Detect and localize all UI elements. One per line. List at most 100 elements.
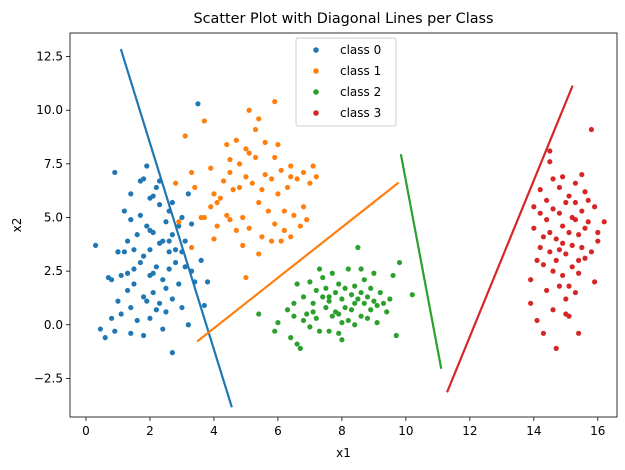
class-0-point	[163, 285, 169, 291]
class-0-point	[179, 249, 185, 255]
class-1-point	[236, 161, 243, 167]
class-3-point	[572, 289, 579, 296]
class-3-point	[592, 204, 598, 210]
class-1-point	[307, 180, 313, 186]
class-2-point	[284, 307, 291, 313]
class-0-point	[121, 208, 127, 214]
class-1-point	[246, 107, 252, 113]
class-1-point	[304, 217, 310, 223]
class-0-point	[185, 191, 191, 197]
class-1-point	[201, 214, 207, 221]
class-0-point	[172, 259, 179, 266]
class-0-point	[140, 176, 147, 182]
class-0-point	[150, 270, 156, 276]
class-1-point	[297, 223, 303, 229]
class-0-point	[134, 317, 140, 324]
class-3-point	[528, 300, 534, 306]
class-2-point	[320, 294, 326, 300]
class-0-point	[102, 335, 108, 341]
legend: class 0 class 1 class 2 class 3	[295, 37, 397, 127]
class-1-point	[208, 204, 214, 210]
class-0-point	[153, 184, 159, 191]
class-0-point	[198, 257, 204, 263]
class-0-point	[147, 315, 153, 321]
class-2-point	[323, 304, 329, 311]
class-1-point	[224, 141, 230, 148]
y-tick-label: 5.0	[44, 210, 63, 224]
class-3-point	[576, 330, 582, 336]
legend-label-class-3: class 3	[340, 106, 381, 120]
class-1-point	[300, 169, 307, 176]
class-0-point	[97, 326, 103, 332]
class-1-point	[249, 180, 255, 186]
class-3-point	[547, 159, 553, 165]
class-0-point	[201, 302, 207, 309]
class-3-point	[569, 242, 575, 248]
class-0-point	[179, 304, 185, 311]
x-axis-label: x1	[336, 446, 351, 460]
class-2-point	[358, 313, 364, 319]
class-3-point	[550, 206, 556, 212]
class-2-point	[348, 292, 355, 298]
class-2-point	[377, 289, 383, 296]
class-2-point	[304, 311, 310, 317]
class-0-point	[163, 219, 169, 225]
chart-title: Scatter Plot with Diagonal Lines per Cla…	[193, 11, 493, 27]
class-3-point	[544, 217, 550, 223]
class-2-point	[339, 296, 345, 302]
class-3-point	[531, 225, 537, 231]
class-1-point	[176, 219, 182, 225]
class-2-point	[371, 270, 377, 276]
class-0-point	[144, 223, 150, 229]
class-1-point	[246, 225, 252, 231]
class-0-point	[124, 270, 131, 276]
class-3-point	[540, 262, 547, 268]
class-3-point	[566, 193, 572, 199]
class-2-point	[409, 292, 415, 298]
x-tick-label: 6	[274, 424, 282, 438]
class-1-point	[256, 116, 262, 122]
class-3-point	[579, 244, 585, 251]
class-1-point	[278, 167, 284, 173]
class-0-point	[128, 191, 134, 197]
class-1-point	[300, 204, 307, 210]
class-1-point	[256, 251, 262, 257]
plot-border	[69, 32, 618, 418]
class-3-point	[550, 176, 556, 182]
class-2-point	[291, 313, 297, 319]
class-3-point	[544, 197, 550, 203]
class-3-point	[579, 208, 585, 214]
class-3-point	[576, 270, 582, 276]
class-2-point	[355, 244, 361, 251]
class-1-point	[252, 126, 259, 133]
class-3-point	[556, 210, 563, 216]
class-1-point	[211, 191, 217, 197]
class-0-point	[192, 279, 198, 285]
class-1-point	[284, 184, 291, 191]
class-1-line	[196, 181, 400, 343]
class-0-point	[140, 332, 147, 339]
class-3-point	[550, 307, 556, 313]
class-0-point	[160, 326, 166, 332]
x-tick-label: 12	[462, 424, 477, 438]
y-axis-label: x2	[10, 218, 24, 233]
class-2-point	[368, 307, 374, 313]
class-0-point	[124, 287, 131, 294]
class-1-point	[265, 208, 271, 214]
class-0-point	[131, 247, 137, 253]
class-1-point	[220, 178, 227, 184]
y-tick-label: 2.5	[44, 264, 63, 278]
class-2-point	[272, 328, 278, 334]
class-1-point	[272, 221, 278, 227]
class-1-point	[268, 176, 275, 182]
class-2-point	[361, 277, 367, 283]
y-tick-label: −2.5	[34, 371, 63, 385]
class-3-point	[563, 311, 569, 317]
class-0-point	[124, 238, 131, 244]
x-tick-label: 14	[526, 424, 541, 438]
class-2-point	[361, 300, 367, 306]
class-0-point	[160, 277, 166, 283]
class-1-point	[208, 165, 214, 171]
class-2-point	[368, 285, 374, 291]
legend-label-class-1: class 1	[340, 64, 381, 78]
